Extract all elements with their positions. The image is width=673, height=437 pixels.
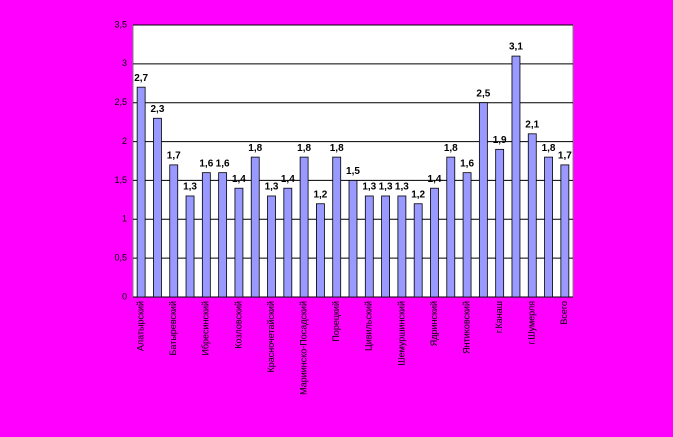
bar (169, 164, 179, 298)
bar (201, 172, 211, 298)
bar (185, 195, 195, 298)
value-label: 1,8 (444, 143, 458, 154)
value-label: 1,6 (460, 158, 474, 169)
bar (283, 187, 293, 298)
bar (316, 203, 325, 298)
value-label: 1,3 (395, 182, 409, 193)
value-label: 1,8 (330, 143, 344, 154)
bar (234, 187, 244, 298)
value-label: 2,7 (134, 73, 148, 84)
x-tick-label: Всего (559, 301, 569, 325)
bar (560, 164, 570, 298)
bar (430, 187, 439, 298)
x-tick-label: Янтиковский (461, 301, 471, 354)
value-label: 1,8 (297, 143, 311, 154)
value-label: 3,1 (509, 42, 523, 53)
x-tick-label: Цивильский (364, 301, 374, 351)
bar (495, 148, 505, 298)
y-tick-label: 1 (122, 214, 127, 224)
y-tick-label: 0 (122, 291, 127, 301)
bar (511, 55, 521, 298)
y-tick-label: 0,5 (114, 253, 127, 263)
value-label: 1,3 (379, 182, 393, 193)
y-tick-label: 3 (122, 58, 127, 68)
y-tick-label: 3,5 (114, 19, 127, 29)
value-label: 1,6 (216, 158, 230, 169)
bar (478, 102, 488, 298)
bar (153, 117, 162, 298)
value-label: 1,9 (493, 135, 507, 146)
x-tick-label: Козловский (233, 301, 243, 349)
bar (250, 156, 260, 298)
y-tick-label: 2,5 (114, 97, 127, 107)
value-label: 1,4 (232, 174, 246, 185)
value-label: 1,3 (265, 182, 279, 193)
x-tick-label: Ибресинский (201, 301, 211, 356)
bar (527, 133, 537, 298)
bar (218, 172, 228, 298)
value-label: 1,6 (199, 158, 213, 169)
x-tick-label: Шемуршинский (396, 301, 406, 366)
value-label: 1,3 (183, 182, 197, 193)
bar (364, 195, 374, 298)
value-label: 1,8 (542, 143, 556, 154)
value-label: 1,2 (411, 189, 425, 200)
x-tick-label: Порецкий (331, 301, 341, 342)
bar (397, 195, 407, 298)
value-label: 2,3 (150, 104, 164, 115)
bar (446, 156, 456, 298)
bar (544, 156, 553, 298)
value-label: 1,4 (281, 174, 295, 185)
bar (381, 195, 390, 298)
y-tick-label: 2 (122, 136, 127, 146)
value-label: 1,5 (346, 166, 360, 177)
bar (299, 156, 309, 298)
x-tick-label: Ядринский (429, 301, 439, 346)
bar (413, 203, 423, 298)
value-label: 1,8 (248, 143, 262, 154)
bar (348, 180, 358, 298)
bar (332, 156, 342, 298)
x-tick-label: г.Шумерля (527, 301, 537, 344)
bar (136, 86, 146, 298)
bar (462, 172, 472, 298)
value-label: 1,4 (428, 174, 442, 185)
x-tick-label: г.Канаш (494, 301, 504, 333)
y-tick-label: 1,5 (114, 175, 127, 185)
value-label: 2,5 (476, 88, 490, 99)
bar (267, 195, 276, 298)
value-label: 1,7 (558, 151, 572, 162)
x-tick-label: Красночетайский (266, 301, 276, 372)
value-label: 1,3 (362, 182, 376, 193)
x-tick-label: Алатырский (136, 301, 146, 351)
x-tick-label: Батыревский (168, 301, 178, 356)
value-label: 2,1 (525, 119, 539, 130)
x-tick-label: Мариинско-Посадский (298, 301, 308, 395)
value-label: 1,2 (313, 189, 327, 200)
value-label: 1,7 (167, 151, 181, 162)
